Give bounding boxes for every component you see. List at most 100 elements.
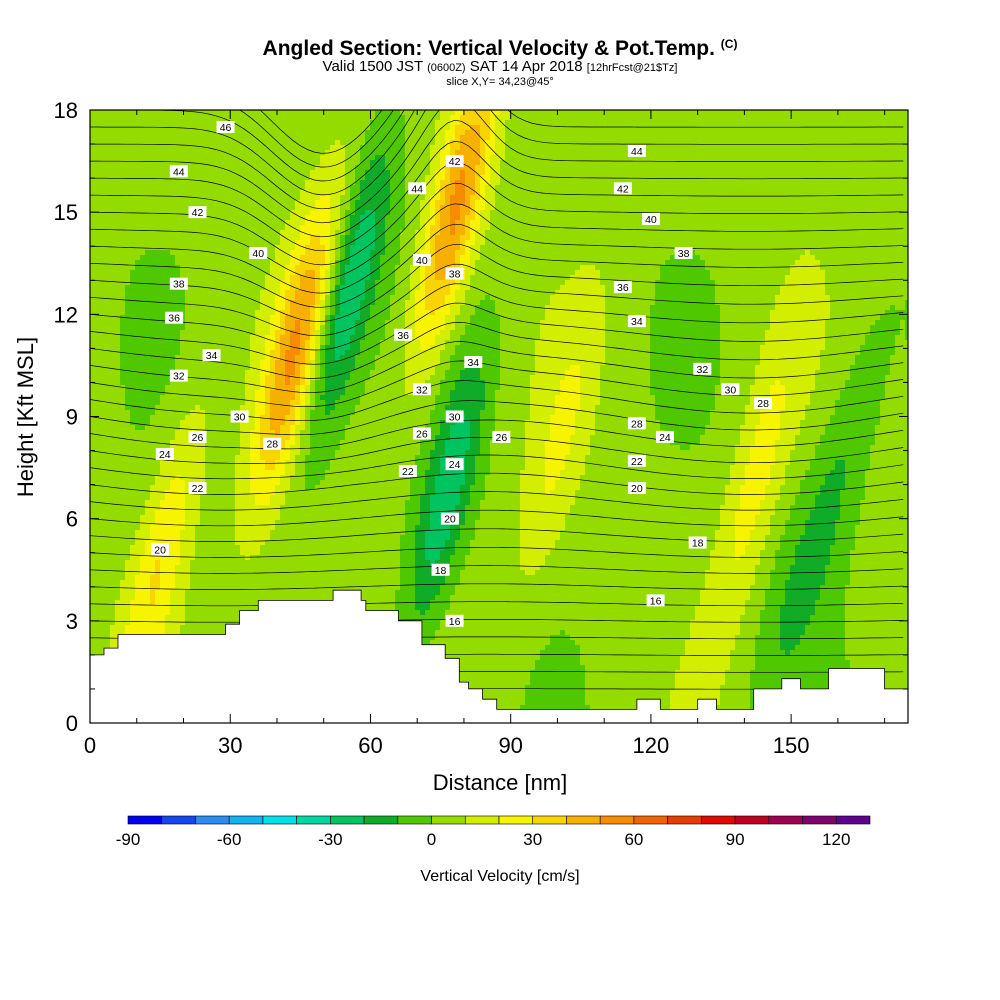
velocity-cell	[205, 385, 211, 391]
velocity-cell	[105, 185, 111, 191]
velocity-cell	[150, 460, 156, 466]
velocity-cell	[90, 610, 96, 616]
velocity-cell	[155, 340, 161, 346]
velocity-cell	[175, 145, 181, 151]
velocity-cell	[155, 150, 161, 156]
velocity-cell	[185, 545, 191, 551]
velocity-cell	[215, 555, 221, 561]
velocity-cell	[140, 180, 146, 186]
velocity-cell	[110, 610, 116, 616]
velocity-cell	[115, 415, 121, 421]
velocity-cell	[145, 485, 151, 491]
velocity-cell	[140, 410, 146, 416]
velocity-cell	[225, 590, 231, 596]
velocity-cell	[110, 545, 116, 551]
velocity-cell	[125, 110, 131, 116]
velocity-cell	[125, 495, 131, 501]
velocity-cell	[115, 165, 121, 171]
velocity-cell	[195, 515, 201, 521]
velocity-cell	[255, 275, 261, 281]
velocity-cell	[225, 210, 231, 216]
velocity-cell	[225, 555, 231, 561]
velocity-cell	[120, 565, 126, 571]
velocity-cell	[265, 585, 271, 591]
velocity-cell	[170, 120, 176, 126]
velocity-cell	[170, 265, 176, 271]
velocity-cell	[195, 595, 201, 601]
velocity-cell	[160, 510, 166, 516]
velocity-cell	[170, 585, 176, 591]
velocity-cell	[265, 550, 271, 556]
velocity-cell	[90, 445, 96, 451]
velocity-cell	[95, 300, 101, 306]
velocity-cell	[145, 410, 151, 416]
velocity-cell	[245, 370, 251, 376]
velocity-cell	[240, 355, 246, 361]
velocity-cell	[240, 265, 246, 271]
velocity-cell	[260, 545, 266, 551]
velocity-cell	[95, 505, 101, 511]
velocity-cell	[265, 135, 271, 141]
velocity-cell	[155, 295, 161, 301]
velocity-cell	[225, 550, 231, 556]
velocity-cell	[150, 510, 156, 516]
velocity-cell	[125, 250, 131, 256]
velocity-cell	[130, 160, 136, 166]
velocity-cell	[125, 165, 131, 171]
velocity-cell	[110, 555, 116, 561]
velocity-cell	[230, 465, 236, 471]
velocity-cell	[255, 495, 261, 501]
velocity-cell	[190, 515, 196, 521]
velocity-cell	[190, 365, 196, 371]
velocity-cell	[150, 395, 156, 401]
velocity-cell	[245, 205, 251, 211]
velocity-cell	[270, 480, 276, 486]
velocity-cell	[175, 300, 181, 306]
velocity-cell	[160, 295, 166, 301]
velocity-cell	[155, 520, 161, 526]
velocity-cell	[160, 575, 166, 581]
velocity-cell	[105, 430, 111, 436]
velocity-cell	[115, 135, 121, 141]
velocity-cell	[135, 340, 141, 346]
velocity-cell	[95, 570, 101, 576]
velocity-cell	[245, 515, 251, 521]
velocity-cell	[195, 510, 201, 516]
velocity-cell	[250, 595, 256, 601]
velocity-cell	[255, 180, 261, 186]
velocity-cell	[140, 305, 146, 311]
velocity-cell	[225, 535, 231, 541]
velocity-cell	[120, 140, 126, 146]
velocity-cell	[205, 220, 211, 226]
velocity-cell	[195, 450, 201, 456]
velocity-cell	[150, 115, 156, 121]
velocity-cell	[200, 220, 206, 226]
velocity-cell	[255, 590, 261, 596]
velocity-cell	[260, 550, 266, 556]
velocity-cell	[90, 360, 96, 366]
velocity-cell	[215, 615, 221, 621]
velocity-cell	[225, 425, 231, 431]
velocity-cell	[90, 470, 96, 476]
velocity-cell	[220, 520, 226, 526]
velocity-cell	[170, 210, 176, 216]
velocity-cell	[140, 205, 146, 211]
velocity-cell	[120, 515, 126, 521]
velocity-cell	[260, 510, 266, 516]
velocity-cell	[240, 430, 246, 436]
velocity-cell	[100, 235, 106, 241]
velocity-cell	[230, 545, 236, 551]
velocity-cell	[230, 440, 236, 446]
velocity-cell	[265, 265, 271, 271]
velocity-cell	[205, 495, 211, 501]
velocity-cell	[200, 530, 206, 536]
velocity-cell	[190, 185, 196, 191]
velocity-cell	[165, 365, 171, 371]
velocity-cell	[140, 315, 146, 321]
velocity-cell	[215, 435, 221, 441]
velocity-cell	[160, 305, 166, 311]
velocity-cell	[170, 190, 176, 196]
velocity-cell	[95, 110, 101, 116]
velocity-cell	[130, 270, 136, 276]
velocity-cell	[270, 270, 276, 276]
